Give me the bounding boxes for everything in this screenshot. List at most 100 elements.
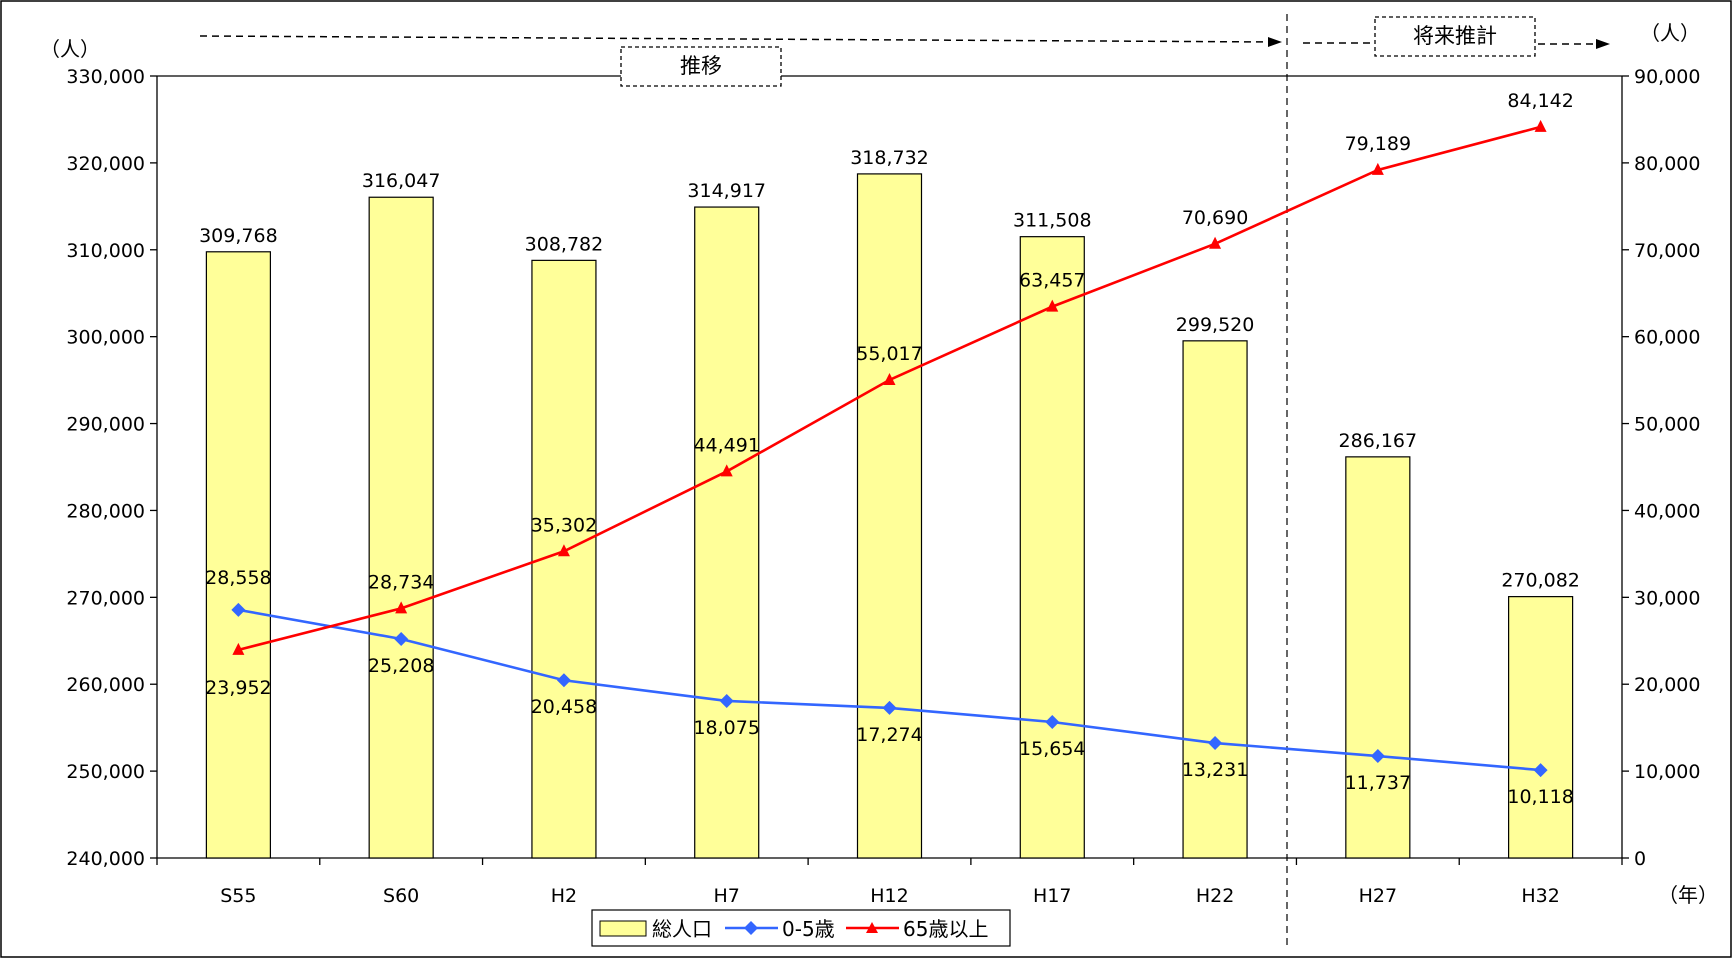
point-age-0-5 (1533, 763, 1548, 778)
point-label-age-0-5: 25,208 (368, 655, 434, 677)
x-axis-unit: （年） (1658, 883, 1718, 907)
x-tick-label: H32 (1521, 885, 1559, 907)
bar-value-label: 286,167 (1339, 430, 1418, 452)
right-tick-label: 80,000 (1634, 153, 1700, 175)
bar-value-label: 308,782 (525, 233, 604, 255)
right-tick-label: 20,000 (1634, 674, 1700, 696)
history-label-box (620, 46, 782, 87)
x-tick-label: H12 (870, 885, 908, 907)
bar-total-population (1182, 340, 1248, 859)
history-arrow-head (1268, 37, 1282, 47)
point-age-65-plus (720, 464, 733, 477)
projection-label-box (1374, 16, 1536, 57)
point-label-age-65-plus: 35,302 (531, 514, 597, 536)
bar-value-label: 318,732 (850, 147, 929, 169)
right-tick-label: 90,000 (1634, 66, 1700, 88)
x-tick-label: H22 (1196, 885, 1234, 907)
point-label-age-0-5: 10,118 (1507, 786, 1573, 808)
left-tick-label: 250,000 (66, 761, 145, 783)
left-tick-label: 240,000 (66, 848, 145, 870)
projection-label: 将来推計 (1413, 24, 1497, 48)
point-age-65-plus (1209, 236, 1222, 249)
point-age-65-plus (1371, 162, 1384, 175)
history-label: 推移 (680, 54, 722, 78)
legend: 総人口 0-5歳 65歳以上 (591, 909, 1011, 947)
left-tick-label: 270,000 (66, 587, 145, 609)
bar-value-label: 270,082 (1501, 570, 1580, 592)
point-age-65-plus (395, 601, 408, 614)
legend-box (591, 909, 1011, 947)
x-tick-label: S55 (220, 885, 256, 907)
legend-marker-elderly (866, 922, 878, 933)
point-age-0-5 (394, 631, 409, 646)
bar-value-label: 316,047 (362, 170, 441, 192)
point-label-age-65-plus: 23,952 (205, 677, 271, 699)
right-tick-label: 60,000 (1634, 327, 1700, 349)
right-tick-label: 70,000 (1634, 240, 1700, 262)
legend-label-total: 総人口 (652, 917, 712, 941)
bar-value-label: 311,508 (1013, 210, 1092, 232)
right-tick-label: 0 (1634, 848, 1646, 870)
point-age-0-5 (1370, 749, 1385, 764)
point-age-0-5 (1208, 736, 1223, 751)
left-tick-label: 330,000 (66, 66, 145, 88)
bar-value-label: 299,520 (1176, 314, 1255, 336)
right-tick-label: 10,000 (1634, 761, 1700, 783)
point-label-age-0-5: 13,231 (1182, 759, 1248, 781)
point-age-65-plus (232, 642, 245, 655)
point-label-age-0-5: 28,558 (205, 567, 271, 589)
left-tick-label: 280,000 (66, 500, 145, 522)
x-tick-label: S60 (383, 885, 419, 907)
point-label-age-65-plus: 84,142 (1507, 90, 1573, 112)
bar-total-population (205, 251, 271, 859)
point-label-age-65-plus: 55,017 (856, 343, 922, 365)
x-tick-label: H17 (1033, 885, 1071, 907)
point-label-age-65-plus: 63,457 (1019, 270, 1085, 292)
point-label-age-0-5: 11,737 (1345, 772, 1411, 794)
point-age-65-plus (1046, 299, 1059, 312)
point-label-age-0-5: 15,654 (1019, 738, 1085, 760)
left-tick-label: 300,000 (66, 327, 145, 349)
left-tick-label: 320,000 (66, 153, 145, 175)
point-age-0-5 (231, 602, 246, 617)
bar-total-population (694, 206, 760, 859)
bar-total-population (1508, 596, 1574, 859)
legend-label-elderly: 65歳以上 (903, 917, 988, 941)
point-label-age-0-5: 20,458 (531, 696, 597, 718)
x-tick-label: H27 (1359, 885, 1397, 907)
point-label-age-65-plus: 28,734 (368, 571, 434, 593)
left-tick-label: 260,000 (66, 674, 145, 696)
bar-total-population (1019, 236, 1085, 859)
right-axis-unit: （人） (1640, 21, 1700, 45)
left-tick-label: 310,000 (66, 240, 145, 262)
point-age-0-5 (719, 693, 734, 708)
point-label-age-65-plus: 70,690 (1182, 207, 1248, 229)
bar-value-label: 314,917 (687, 180, 766, 202)
right-tick-label: 30,000 (1634, 587, 1700, 609)
x-tick-label: H7 (714, 885, 740, 907)
point-label-age-0-5: 17,274 (856, 724, 922, 746)
bar-total-population (368, 196, 434, 859)
point-label-age-0-5: 18,075 (693, 717, 759, 739)
point-age-65-plus (883, 372, 896, 385)
right-tick-label: 40,000 (1634, 500, 1700, 522)
legend-marker-child (744, 921, 758, 935)
point-age-65-plus (1534, 119, 1547, 132)
point-age-0-5 (556, 673, 571, 688)
left-tick-label: 290,000 (66, 414, 145, 436)
legend-swatch-total (599, 920, 647, 937)
point-age-0-5 (1045, 714, 1060, 729)
point-age-0-5 (882, 700, 897, 715)
projection-arrow-head (1596, 39, 1610, 49)
right-tick-label: 50,000 (1634, 414, 1700, 436)
left-axis-unit: （人） (40, 37, 100, 61)
bar-total-population (1345, 456, 1411, 859)
point-age-65-plus (557, 544, 570, 557)
legend-label-child: 0-5歳 (782, 917, 835, 941)
x-tick-label: H2 (551, 885, 577, 907)
point-label-age-65-plus: 44,491 (693, 434, 759, 456)
point-label-age-65-plus: 79,189 (1345, 133, 1411, 155)
bar-value-label: 309,768 (199, 225, 278, 247)
